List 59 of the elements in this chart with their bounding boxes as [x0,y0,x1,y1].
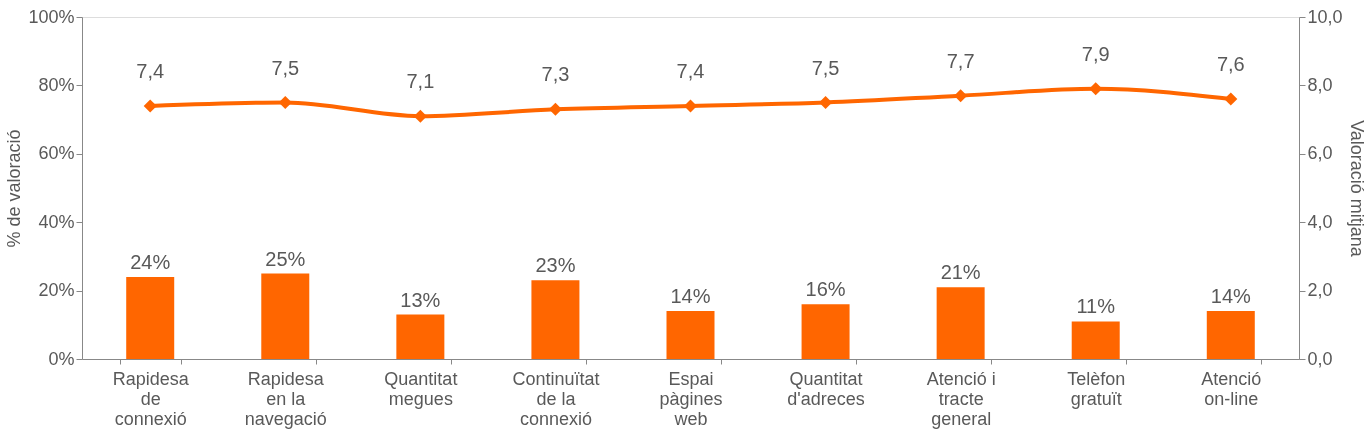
data-label: 7,6 [1216,53,1245,76]
point [278,95,292,110]
y2-tick-label: 2,0 [1307,280,1333,301]
bar [261,273,310,359]
x-tick-label: Atenció on-line [1201,368,1262,409]
point [1089,82,1103,96]
x-tick-label: Quantitat megues [384,368,458,409]
data-label: 7,3 [541,63,570,86]
bar [1206,311,1255,359]
data-label: 14% [670,285,711,308]
x-tick-label: Atenció i tracte general [926,368,996,429]
bar [396,314,445,359]
x-tick-label: Espai pàgines web [659,368,723,429]
data-label: 7,9 [1081,42,1110,65]
x-tick-label: Rapidesa de connexió [112,368,190,429]
data-label: 7,4 [676,59,705,82]
data-label: 16% [805,278,846,301]
y-tick-label: 100% [28,6,75,27]
point [413,109,427,123]
point [954,89,968,103]
bar [666,311,715,359]
y-tick-label: 40% [38,211,75,232]
data-label: 13% [400,288,441,311]
x-tick-label: Continuïtat de la connexió [512,368,600,429]
y2-tick-label: 6,0 [1307,143,1333,164]
bar [1071,321,1120,359]
point [1224,92,1238,106]
y2-axis-title: Valoració mitjana [1346,120,1367,258]
point [548,102,562,116]
x-tick-label: Rapidesa en la navegació [244,368,327,429]
y2-tick-label: 0,0 [1307,348,1333,369]
y-tick-label: 20% [38,280,75,301]
bar [936,287,985,359]
point [143,99,157,113]
data-label: 23% [535,254,576,277]
y2-tick-label: 10,0 [1307,6,1343,27]
point [819,95,833,110]
data-label: 7,4 [136,59,165,82]
data-label: 7,1 [406,70,435,93]
y-axis-title: % de valoració [4,129,25,248]
y2-tick-label: 8,0 [1307,74,1333,95]
y-tick-label: 0% [48,348,75,369]
data-label: 11% [1076,295,1116,318]
data-label: 7,5 [811,56,840,79]
data-label: 7,7 [946,49,975,72]
data-label: 14% [1210,285,1252,308]
bar [531,280,580,359]
data-label: 24% [130,250,171,273]
data-label: 21% [940,261,981,284]
data-label: 25% [265,247,306,270]
bar [801,304,850,359]
y-tick-label: 80% [38,74,75,95]
x-tick-label: Quantitat d'adreces [787,368,865,409]
data-label: 7,5 [271,56,300,79]
y-tick-label: 60% [38,143,75,164]
x-tick-label: Telèfon gratuït [1067,368,1126,409]
y2-tick-label: 4,0 [1307,211,1333,232]
point [683,99,698,113]
bar [126,276,175,359]
